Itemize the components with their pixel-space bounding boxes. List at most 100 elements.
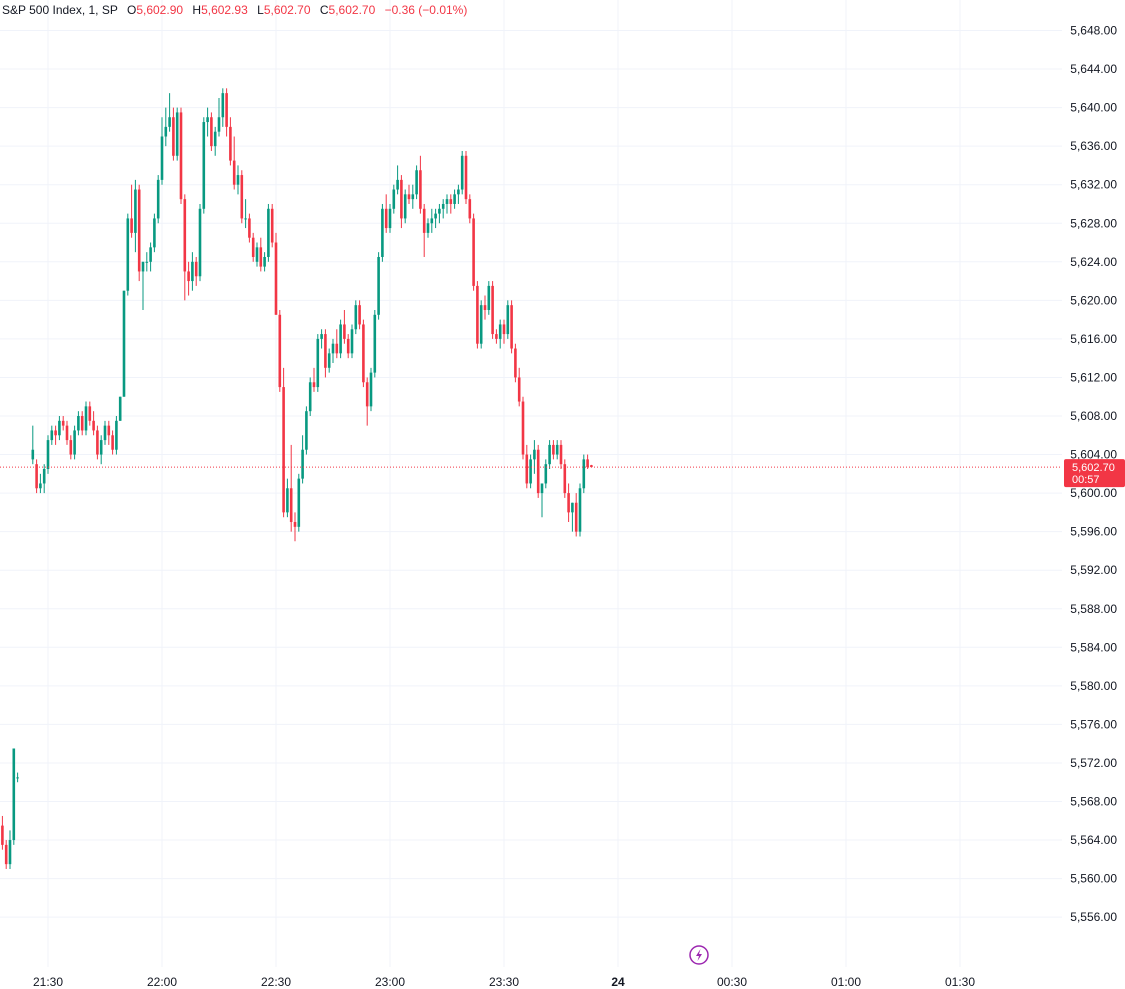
x-tick-label: 23:00 <box>375 975 405 989</box>
candle-body <box>403 194 407 219</box>
candle-body <box>590 465 593 468</box>
y-tick-label: 5,560.00 <box>1070 872 1117 886</box>
candle-body <box>479 305 483 344</box>
candle-body <box>460 155 464 190</box>
candle-body <box>563 464 567 494</box>
x-tick-label: 01:30 <box>945 975 975 989</box>
candle-body <box>491 285 494 335</box>
candle-body <box>1 825 4 845</box>
candle-body <box>206 117 209 123</box>
y-tick-label: 5,648.00 <box>1070 24 1117 38</box>
candle-body <box>99 440 103 455</box>
candle-body <box>571 502 574 513</box>
candle-body <box>445 199 449 204</box>
candle-body <box>510 305 513 349</box>
candle-body <box>126 218 130 291</box>
candle-body <box>12 748 16 841</box>
candle-body <box>514 348 517 378</box>
candle-body <box>381 208 384 257</box>
candle-body <box>263 256 266 267</box>
candle-body <box>225 93 228 127</box>
candle-body <box>365 382 369 407</box>
candle-body <box>111 435 114 450</box>
candle-body <box>324 334 327 368</box>
candle-body <box>278 314 282 388</box>
candle-body <box>232 160 236 185</box>
candle-body <box>145 261 149 263</box>
candle-body <box>293 522 297 527</box>
lightning-bolt-icon[interactable] <box>689 945 709 965</box>
candle-body <box>438 208 441 214</box>
candle-body <box>160 136 164 180</box>
candle-body <box>31 449 35 460</box>
y-tick-label: 5,612.00 <box>1070 370 1117 384</box>
candle-body <box>84 406 88 431</box>
candle-body <box>316 338 320 388</box>
candle-body <box>441 203 445 209</box>
candle-body <box>373 314 377 373</box>
close-value: 5,602.70 <box>328 3 376 17</box>
candle-body <box>567 493 570 513</box>
candle-body <box>248 218 251 238</box>
candle-body <box>449 199 453 204</box>
candle-body <box>396 179 399 190</box>
candle-body <box>61 420 65 426</box>
candle-body <box>4 844 8 865</box>
candle-body <box>506 305 510 335</box>
candle-body <box>457 189 460 195</box>
candle-body <box>536 449 540 494</box>
x-tick-label: 22:00 <box>147 975 177 989</box>
candle-body <box>453 194 456 204</box>
candle-body <box>134 189 137 233</box>
open-label: O <box>126 3 137 17</box>
candle-body <box>533 449 536 460</box>
candle-body <box>434 213 437 219</box>
candle-body <box>69 440 73 455</box>
candle-body <box>312 382 316 388</box>
candle-body <box>411 194 415 200</box>
candle-body <box>540 483 544 494</box>
x-tick-label: 00:30 <box>717 975 747 989</box>
candle-body <box>426 223 430 233</box>
candle-body <box>217 117 221 132</box>
candle-body <box>331 343 335 354</box>
candle-body <box>521 401 525 455</box>
candle-body <box>229 126 232 161</box>
y-tick-label: 5,588.00 <box>1070 602 1117 616</box>
candle-body <box>153 218 156 248</box>
high-value: 5,602.93 <box>201 3 248 17</box>
candle-body <box>255 247 259 262</box>
y-tick-label: 5,608.00 <box>1070 409 1117 423</box>
y-tick-label: 5,576.00 <box>1070 717 1117 731</box>
y-tick-label: 5,640.00 <box>1070 101 1117 115</box>
y-tick-label: 5,616.00 <box>1070 332 1117 346</box>
y-tick-label: 5,624.00 <box>1070 255 1117 269</box>
candle-body <box>149 247 152 262</box>
candle-body <box>141 261 145 272</box>
candle-body <box>388 208 392 229</box>
candle-body <box>179 112 183 200</box>
candle-body <box>369 372 373 407</box>
candle-body <box>552 444 555 455</box>
candle-body <box>419 170 422 209</box>
candle-body <box>548 444 551 465</box>
candle-body <box>305 411 308 450</box>
candle-body <box>236 175 240 185</box>
candle-body <box>194 261 198 277</box>
candle-body <box>384 208 388 229</box>
candle-body <box>191 261 194 282</box>
candle-body <box>77 416 80 431</box>
candle-body <box>346 338 350 354</box>
candle-body <box>343 324 346 339</box>
candle-body <box>286 488 289 513</box>
candle-body <box>73 430 76 455</box>
x-tick-label: 01:00 <box>831 975 861 989</box>
change-value: −0.36 (−0.01%) <box>384 3 468 17</box>
y-tick-label: 5,556.00 <box>1070 910 1117 924</box>
y-tick-label: 5,636.00 <box>1070 139 1117 153</box>
candle-body <box>58 420 61 436</box>
candle-body <box>555 444 559 455</box>
x-tick-label: 24 <box>611 975 625 989</box>
candle-body <box>168 117 171 127</box>
